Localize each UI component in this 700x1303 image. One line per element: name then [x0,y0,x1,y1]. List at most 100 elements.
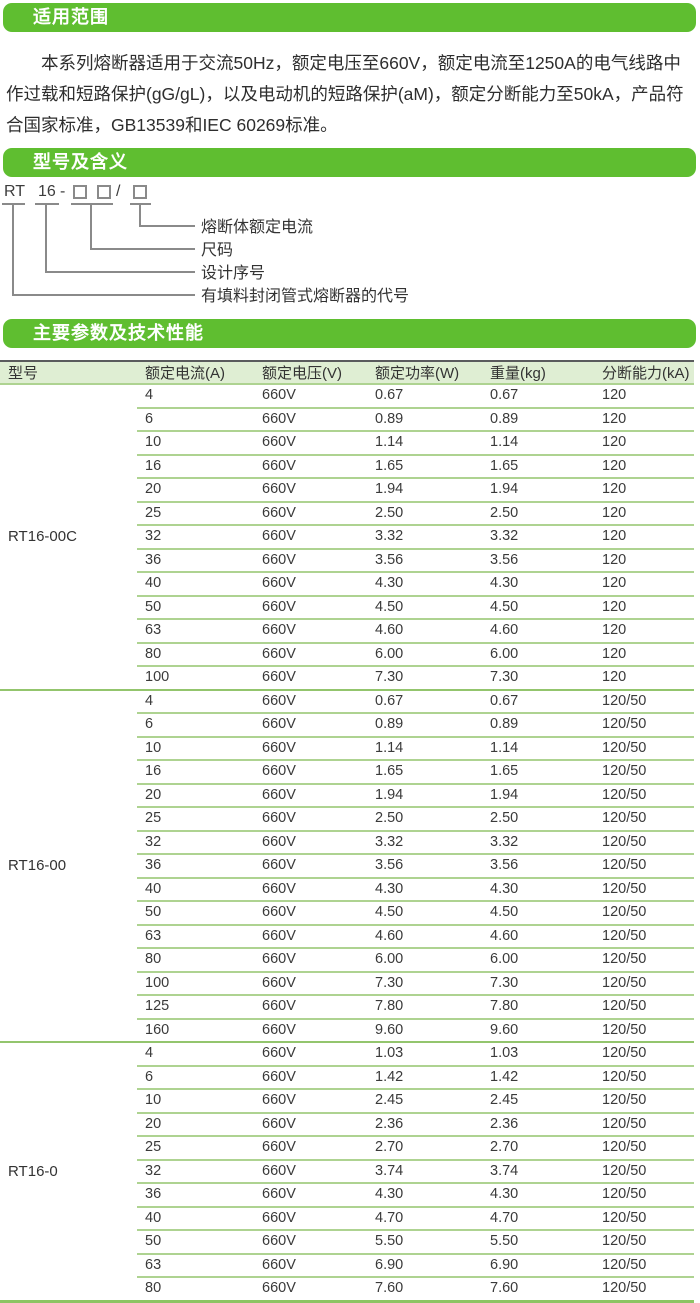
table-cell: 3.32 [482,830,594,855]
table-cell: 0.89 [367,713,482,738]
table-cell: 63 [137,924,254,949]
table-cell: 120 [594,501,694,526]
scope-paragraph: 本系列熔断器适用于交流50Hz，额定电压至660V，额定电流至1250A的电气线… [6,53,684,135]
table-row: 40 660V 4.30 4.30 120 [0,572,694,597]
table-cell: 2.50 [482,501,594,526]
table-row: 16 660V 1.65 1.65 120/50 [0,760,694,785]
header-breaking-capacity: 分断能力(kA) [594,361,694,385]
table-cell: 660V [254,666,367,691]
table-cell: 660V [254,1253,367,1278]
table-cell: 0.67 [367,689,482,714]
table-cell: 1.42 [482,1065,594,1090]
header-weight: 重量(kg) [482,361,594,385]
table-cell: 120 [594,384,694,409]
table-cell: 100 [137,971,254,996]
model-code-diagram: RT 16 - / 熔断体额定电流 尺码 设计序号 有填料封闭管式熔断器的代号 [0,183,700,313]
callout-line-code [12,205,195,296]
table-cell: 1.94 [482,478,594,503]
table-cell: 660V [254,1277,367,1302]
table-cell: 660V [254,478,367,503]
table-cell: 6 [137,407,254,432]
scope-title: 适用范围 [33,7,109,27]
table-cell: 4.30 [367,877,482,902]
parameters-table: 型号 额定电流(A) 额定电压(V) 额定功率(W) 重量(kg) 分断能力(k… [0,360,694,1303]
table-row: 10 660V 1.14 1.14 120/50 [0,736,694,761]
table-cell: 660V [254,431,367,456]
table-cell: 660V [254,924,367,949]
table-cell: 2.70 [482,1136,594,1161]
table-cell: 660V [254,713,367,738]
table-cell: 40 [137,877,254,902]
table-cell: 660V [254,1230,367,1255]
table-row: RT16-00 4 660V 0.67 0.67 120/50 [0,689,694,1043]
table-cell: 6.90 [367,1253,482,1278]
header-model: 型号 [0,361,137,385]
table-cell: 120/50 [594,1042,694,1067]
table-cell: 120 [594,642,694,667]
table-cell: 4.70 [367,1206,482,1231]
table-cell: 80 [137,948,254,973]
table-header: 型号 额定电流(A) 额定电压(V) 额定功率(W) 重量(kg) 分断能力(k… [0,361,694,385]
table-cell: 4.30 [482,572,594,597]
table-cell: 120 [594,407,694,432]
table-cell: 1.14 [482,431,594,456]
table-cell: 7.60 [482,1277,594,1302]
table-row: 25 660V 2.50 2.50 120/50 [0,807,694,832]
callout-label-fuse-type-code: 有填料封闭管式熔断器的代号 [201,288,410,305]
section-banner-params: 主要参数及技术性能 [3,319,696,348]
table-cell: 3.74 [367,1159,482,1184]
header-rated-current: 额定电流(A) [137,361,254,385]
table-cell: 40 [137,572,254,597]
table-row: 80 660V 6.00 6.00 120/50 [0,948,694,973]
table-cell: 660V [254,619,367,644]
table-cell: 2.36 [482,1112,594,1137]
model-code-box-current [133,185,147,199]
table-cell: 120 [594,454,694,479]
table-cell: 4.60 [482,924,594,949]
table-cell: 7.30 [482,666,594,691]
table-row: 6 660V 0.89 0.89 120/50 [0,713,694,738]
table-cell: 660V [254,760,367,785]
table-cell: 660V [254,1018,367,1043]
table-cell: 4 [137,384,254,409]
table-cell: 1.14 [367,431,482,456]
table-cell: 3.56 [482,548,594,573]
table-cell: 9.60 [367,1018,482,1043]
table-cell: 660V [254,1159,367,1184]
table-row: RT16-00C 4 660V 0.67 0.67 120 [0,384,694,691]
table-cell: 660V [254,1112,367,1137]
table-cell: 6 [137,713,254,738]
callout-line-size [90,205,195,250]
table-cell: 1.14 [482,736,594,761]
model-cell: RT16-00C [0,384,137,691]
table-cell: 10 [137,431,254,456]
underline-size-boxes [71,203,113,205]
table-cell: 120/50 [594,1277,694,1302]
table-cell: 660V [254,525,367,550]
table-cell: 120/50 [594,1089,694,1114]
table-cell: 16 [137,760,254,785]
table-row: 32 660V 3.74 3.74 120/50 [0,1159,694,1184]
table-row: 36 660V 3.56 3.56 120/50 [0,854,694,879]
table-cell: 25 [137,1136,254,1161]
table-cell: 660V [254,384,367,409]
table-cell: 1.65 [367,454,482,479]
table-cell: 660V [254,783,367,808]
model-code-series: 16 [38,183,56,200]
table-cell: 120 [594,572,694,597]
table-cell: 6 [137,1065,254,1090]
table-cell: 120 [594,666,694,691]
table-cell: 660V [254,1136,367,1161]
model-code-box-size-1 [73,185,87,199]
callout-line-current [139,205,195,227]
table-row: 63 660V 4.60 4.60 120/50 [0,924,694,949]
table-row: 32 660V 3.32 3.32 120/50 [0,830,694,855]
table-cell: 4.50 [367,595,482,620]
table-cell: 4.70 [482,1206,594,1231]
table-cell: 120/50 [594,901,694,926]
table-body: RT16-00C 4 660V 0.67 0.67 120 6 660V 0.89 0.89 120… [0,384,694,1302]
table-row: 125 660V 7.80 7.80 120/50 [0,995,694,1020]
table-cell: 16 [137,454,254,479]
table-cell: 63 [137,1253,254,1278]
table-cell: 4.30 [482,877,594,902]
